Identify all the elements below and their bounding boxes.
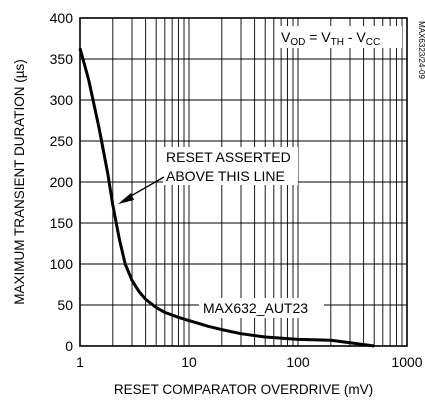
y-tick-label: 50 xyxy=(57,297,73,313)
annotation-arrow xyxy=(118,176,165,204)
x-tick-label: 1 xyxy=(76,354,84,370)
y-tick-label: 0 xyxy=(65,338,73,354)
y-tick-label: 350 xyxy=(50,51,74,67)
y-tick-label: 250 xyxy=(50,133,74,149)
plot-frame xyxy=(79,17,408,347)
annotation-line-2: ABOVE THIS LINE xyxy=(166,168,285,184)
annotation-line-1: RESET ASSERTED xyxy=(166,149,291,165)
x-axis-label: RESET COMPARATOR OVERDRIVE (mV) xyxy=(114,382,373,397)
x-tick-label: 100 xyxy=(286,354,310,370)
series-layer xyxy=(78,47,375,348)
figure-id: MAX6323/24-09 xyxy=(417,21,425,79)
y-tick-label: 400 xyxy=(50,10,74,26)
x-tick-label: 1000 xyxy=(391,354,422,370)
arrow-head xyxy=(118,193,134,204)
y-axis-label: MAXIMUM TRANSIENT DURATION (µs) xyxy=(12,59,27,305)
y-tick-label: 150 xyxy=(50,215,74,231)
y-tick-label: 200 xyxy=(50,174,74,190)
svg-text:VOD = VTH - VCC: VOD = VTH - VCC xyxy=(281,29,380,48)
equation-label: VOD = VTH - VCC xyxy=(276,26,402,48)
part-number-label: MAX632_AUT23 xyxy=(199,298,324,318)
y-tick-label: 100 xyxy=(50,256,74,272)
reset-asserted-annotation: RESET ASSERTED ABOVE THIS LINE xyxy=(163,147,298,185)
tick-labels: 0 50 100 150 200 250 300 350 400 1 10 100 1000 xyxy=(50,10,423,370)
svg-text:MAX632_AUT23: MAX632_AUT23 xyxy=(203,300,308,316)
y-tick-label: 300 xyxy=(50,92,74,108)
x-tick-label: 10 xyxy=(181,354,197,370)
series-line xyxy=(78,47,375,348)
